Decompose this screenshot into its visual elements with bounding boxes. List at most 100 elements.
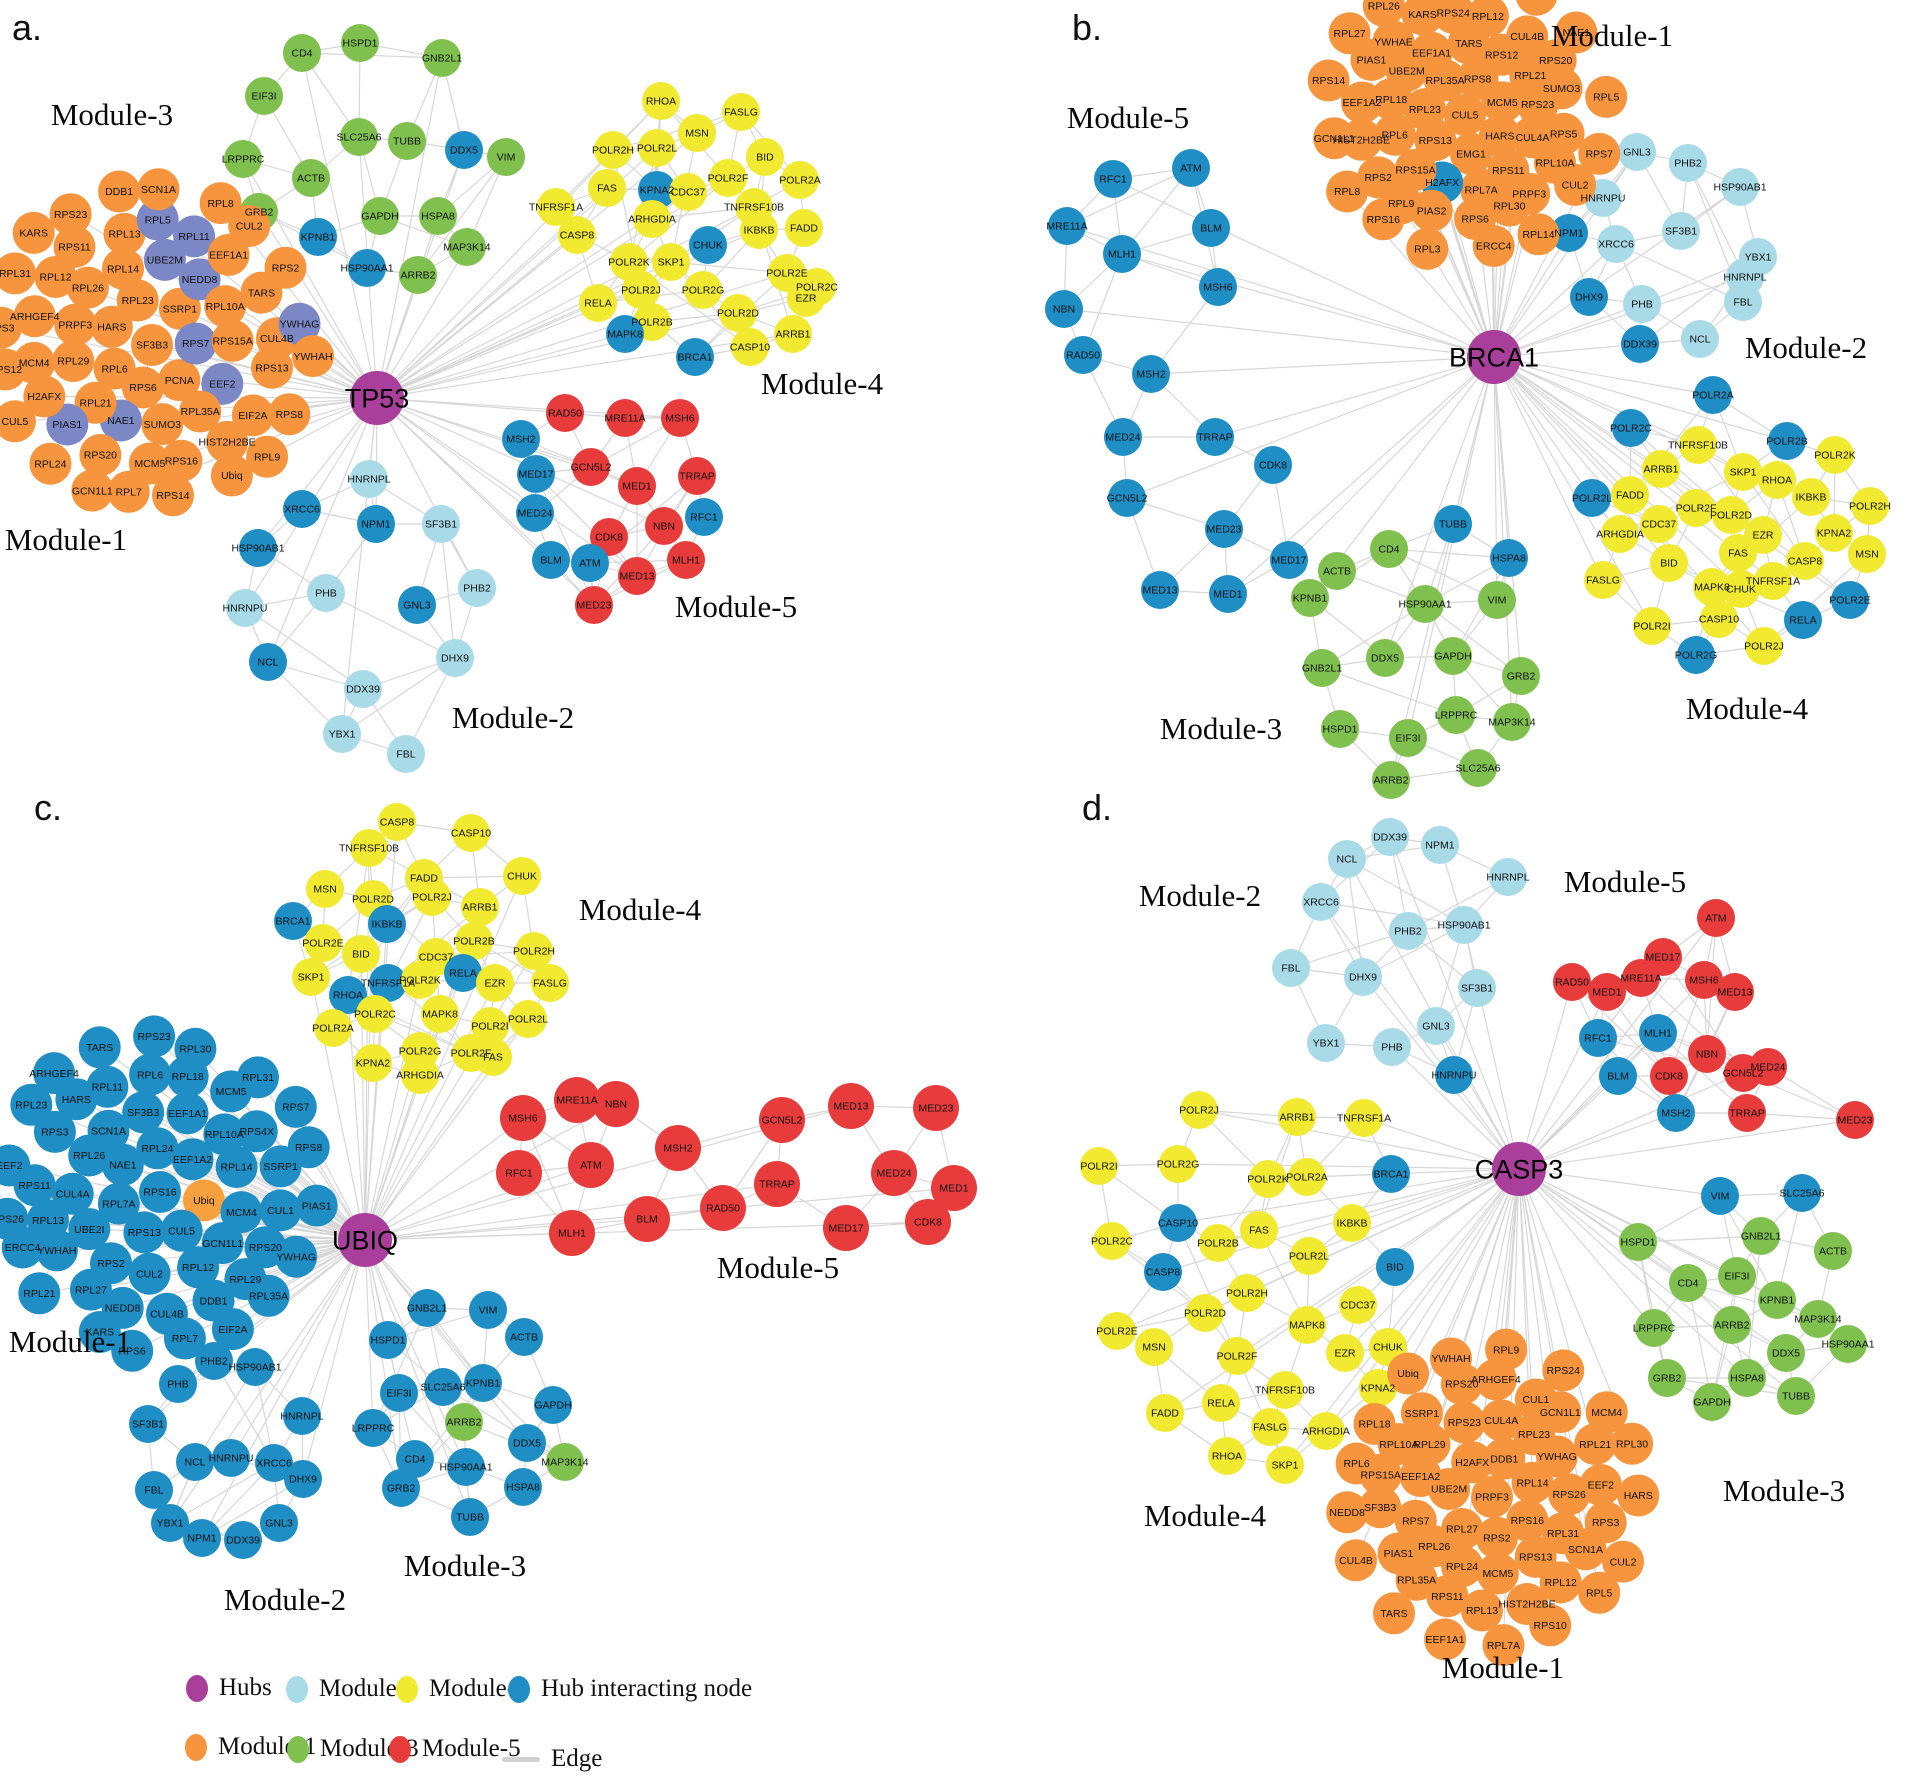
node-POLR2I: [1080, 1147, 1118, 1185]
node-RPL30: [174, 1027, 217, 1070]
node-label-CD4: CD4: [1677, 1278, 1698, 1290]
node-HNRNPU: [212, 1439, 250, 1477]
node-HSPA8: [504, 1468, 542, 1506]
node-label-MAP3K14: MAP3K14: [1488, 717, 1535, 729]
node-label-KPNB1: KPNB1: [1293, 593, 1328, 605]
node-DDX39: [344, 670, 382, 708]
node-EEF2: [1579, 1464, 1622, 1506]
node-GCN5L2: [1108, 479, 1146, 517]
node-label-RPL24: RPL24: [1446, 1561, 1478, 1573]
node-label-ARRB1: ARRB1: [462, 902, 497, 914]
node-label-RELA: RELA: [1207, 1398, 1234, 1410]
node-EZR: [787, 279, 825, 317]
node-RPS2: [264, 246, 307, 289]
node-RPS7: [1578, 132, 1621, 175]
node-label-HNRNPL: HNRNPL: [1486, 872, 1529, 884]
node-label-POLR2L: POLR2L: [1572, 493, 1612, 505]
node-label-RPL27: RPL27: [1334, 28, 1366, 40]
node-TARS: [78, 1026, 121, 1069]
node-label-RPL9: RPL9: [1388, 198, 1414, 210]
node-label-POLR2D: POLR2D: [717, 308, 759, 320]
node-RPS16: [1362, 198, 1405, 241]
node-RPL6: [1335, 1442, 1378, 1485]
node-label-POLR2G: POLR2G: [1675, 650, 1718, 662]
node-RPL6: [93, 347, 136, 390]
node-label-CUL2: CUL2: [136, 1268, 163, 1280]
node-label-KPNA2: KPNA2: [1361, 1383, 1396, 1395]
node-label-UBE2M: UBE2M: [1389, 65, 1425, 77]
node-label-RPL18: RPL18: [172, 1071, 204, 1083]
node-label-BID: BID: [1386, 1262, 1404, 1274]
node-label-BLM: BLM: [1607, 1071, 1629, 1083]
node-label-EEF1A2: EEF1A2: [1342, 97, 1381, 109]
node-YWHAH: [292, 335, 334, 378]
node-label-DDX39: DDX39: [226, 1535, 260, 1547]
node-ARRB1: [1278, 1098, 1316, 1136]
node-label-GNB2L1: GNB2L1: [422, 53, 462, 65]
node-label-RPL23: RPL23: [1518, 1429, 1550, 1441]
node-PIAS1: [295, 1184, 338, 1227]
node-ARRB1: [461, 888, 499, 926]
node-label-VIM: VIM: [497, 152, 516, 164]
node-label-PHB2: PHB2: [463, 583, 491, 595]
node-PIAS1: [46, 403, 89, 446]
node-label-FASLG: FASLG: [1586, 575, 1620, 587]
node-label-RPS16: RPS16: [165, 455, 198, 467]
node-label-TRRAP: TRRAP: [759, 1179, 795, 1191]
node-UBE2M: [143, 238, 186, 281]
node-label-EEF1A2: EEF1A2: [1401, 1471, 1440, 1483]
module-label-d-module-2: Module-2: [1139, 878, 1261, 913]
node-Ubiq: [1387, 1352, 1430, 1395]
node-label-RELA: RELA: [1789, 615, 1816, 627]
node-label-RPS7: RPS7: [182, 338, 210, 350]
node-POLR2E: [1831, 581, 1869, 619]
node-label-RPS2: RPS2: [97, 1258, 125, 1270]
node-RPS20: [79, 434, 122, 476]
node-RPS7: [1394, 1499, 1437, 1542]
node-label-ARRB2: ARRB2: [446, 1417, 481, 1429]
node-MCM5: [1476, 1552, 1519, 1595]
node-RPS23: [1443, 1401, 1486, 1444]
node-FBL: [387, 735, 425, 773]
node-label-RPL6: RPL6: [1382, 129, 1408, 141]
node-GNB2L1: [408, 1289, 446, 1327]
node-POLR2H: [1228, 1274, 1266, 1312]
node-POLR2E: [304, 924, 342, 962]
node-label-PRPF3: PRPF3: [1512, 188, 1546, 200]
node-CUL1: [259, 1189, 302, 1232]
node-POLR2C: [1612, 409, 1650, 447]
node-label-HNRNPU: HNRNPU: [1581, 193, 1626, 205]
node-SF3B1: [1458, 969, 1496, 1007]
node-label-POLR2A: POLR2A: [1692, 390, 1733, 402]
node-MED24: [1749, 1048, 1787, 1086]
node-label-BLM: BLM: [636, 1214, 658, 1226]
node-YWHAG: [275, 1235, 318, 1278]
node-label-RPS11: RPS11: [1492, 165, 1525, 177]
node-KPNB1: [1291, 579, 1329, 617]
node-FAS: [1240, 1211, 1278, 1249]
node-DDX39: [1371, 818, 1409, 856]
node-label-NPM1: NPM1: [1554, 228, 1583, 240]
node-YWHAE: [1372, 20, 1415, 63]
node-DDX39: [1621, 325, 1659, 363]
node-label-MED23: MED23: [1206, 524, 1241, 536]
node-RPS23: [133, 1015, 176, 1058]
node-NAE1: [1555, 11, 1598, 54]
module-1-swatch-icon: [185, 1733, 207, 1761]
node-label-TRRAP: TRRAP: [1729, 1108, 1765, 1120]
node-CD4: [396, 1440, 434, 1478]
node-label-HSPA8: HSPA8: [1492, 553, 1526, 565]
node-label-RFC1: RFC1: [1099, 174, 1127, 186]
node-RPL5: [136, 198, 179, 241]
node-label-RPS20: RPS20: [1445, 1379, 1478, 1391]
node-label-HARS: HARS: [1485, 131, 1514, 143]
node-NBN: [1045, 290, 1083, 328]
node-label-TARS: TARS: [248, 287, 275, 299]
node-label-RPS15A: RPS15A: [1361, 1469, 1401, 1481]
node-label-POLR2H: POLR2H: [592, 145, 634, 157]
node-label-MED23: MED23: [918, 1103, 953, 1115]
node-label-POLR2K: POLR2K: [399, 975, 440, 987]
node-label-H2AFX: H2AFX: [1425, 177, 1459, 189]
node-POLR2A: [1694, 376, 1732, 414]
node-RAD50: [1553, 963, 1591, 1001]
